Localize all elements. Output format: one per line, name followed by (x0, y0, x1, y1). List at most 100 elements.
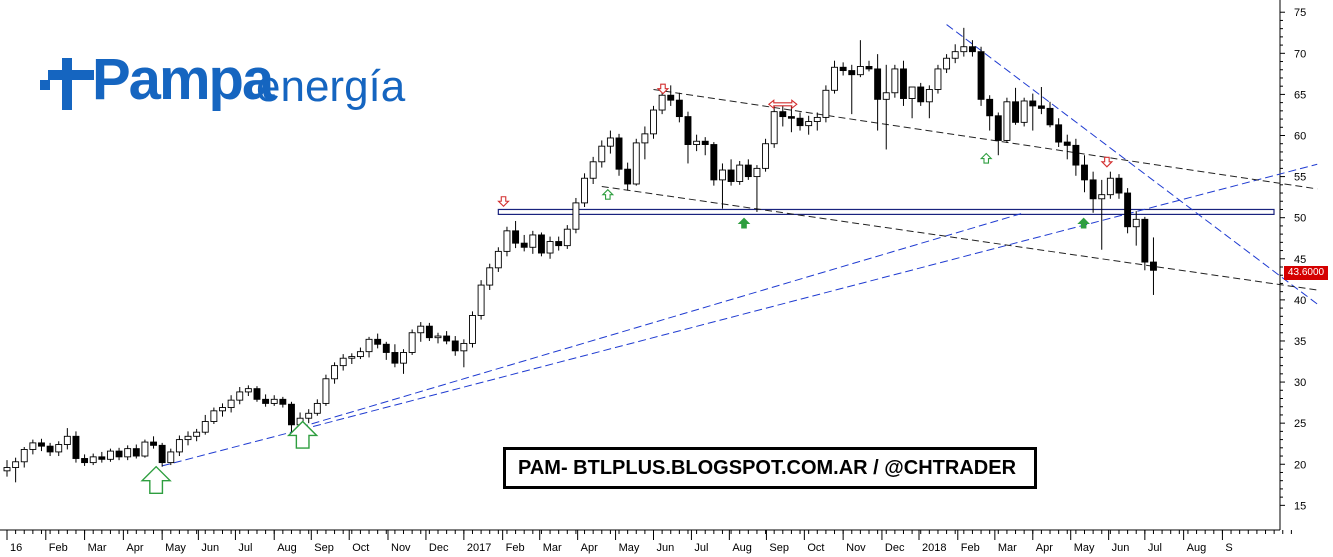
x-tick-label: Feb (49, 542, 68, 554)
candle-body (546, 241, 554, 254)
candle-body (1063, 141, 1071, 146)
buy-arrow-icon (1077, 217, 1090, 229)
candle-body (1055, 124, 1063, 143)
candle-body (503, 230, 511, 252)
candle-body (1046, 107, 1054, 126)
candle-body (589, 161, 597, 179)
buy-arrow-icon (601, 188, 615, 200)
last-price-tag: 43.6000 (1284, 266, 1328, 280)
candle-body (460, 342, 468, 352)
x-tick-label: Oct (807, 542, 824, 554)
candle-body (874, 68, 882, 100)
candle-body (132, 448, 140, 457)
candle-body (38, 442, 45, 447)
candle-body (106, 450, 114, 460)
x-tick-label: Mar (998, 542, 1017, 554)
candle-body (425, 325, 433, 339)
candle-body (994, 115, 1002, 141)
candle-body (494, 250, 502, 269)
candle-body (796, 117, 804, 127)
candle-body (288, 403, 295, 426)
candle-body (486, 267, 494, 286)
candle-body (1115, 177, 1123, 194)
buy-arrow-icon (140, 465, 172, 494)
candle-body (813, 116, 821, 122)
candle-body (891, 68, 899, 94)
y-tick-label: 20 (1294, 459, 1306, 471)
candle-body (598, 145, 606, 163)
candle-body (253, 388, 261, 400)
logo-brand-text: Pampa (92, 47, 274, 112)
y-tick-label: 45 (1294, 254, 1306, 266)
candle-body (20, 449, 28, 463)
x-axis: 16 Feb Mar Apr May Jun Jul Aug Sep Oct Nov Dec 2017 F… (6, 530, 1292, 554)
candle-body (193, 431, 201, 437)
y-tick-label: 70 (1294, 48, 1306, 60)
plot-area (0, 0, 1280, 530)
chart-grid (0, 0, 1281, 531)
candle-body (3, 467, 11, 472)
candle-body (98, 456, 106, 460)
candle-body (1072, 144, 1080, 166)
y-tick-label: 55 (1294, 172, 1306, 184)
trendline (946, 24, 1318, 305)
candle-body (520, 242, 528, 248)
signal-arrows (140, 83, 1114, 494)
candle-body (365, 338, 373, 353)
candle-body (632, 142, 640, 185)
candle-body (348, 356, 356, 359)
candle-body (356, 351, 364, 358)
candle-body (606, 137, 614, 147)
candle-body (710, 144, 718, 181)
candles (3, 27, 1157, 483)
x-tick-label: Nov (391, 542, 411, 554)
candle-body (658, 94, 666, 111)
candle-body (1037, 105, 1045, 109)
candle-body (382, 343, 390, 353)
candle-body (322, 378, 330, 404)
candle-body (469, 315, 476, 344)
x-tick-label: 2018 (922, 542, 946, 554)
candle-body (856, 66, 864, 76)
candle-body (331, 365, 339, 380)
candle-body (227, 399, 235, 408)
candle-body (270, 398, 278, 404)
x-tick-label: Jun (657, 542, 675, 554)
candle-body (124, 448, 132, 458)
candle-body (210, 410, 218, 422)
candle-body (555, 241, 563, 247)
trendline (653, 88, 1318, 190)
x-tick-label: 2017 (467, 542, 491, 554)
candle-body (262, 398, 270, 404)
candle-body (882, 92, 890, 100)
candle-body (977, 51, 985, 100)
candle-body (201, 421, 209, 433)
candle-body (805, 121, 813, 127)
candle-body (72, 435, 80, 459)
candle-body (244, 388, 252, 393)
candle-body (719, 169, 726, 181)
x-tick-label: Mar (543, 542, 562, 554)
candle-body (219, 407, 226, 412)
x-tick-label: Apr (126, 542, 143, 554)
x-tick-label: S (1225, 542, 1232, 554)
candle-body (12, 461, 20, 468)
x-tick-label: Jul (1148, 542, 1162, 554)
candle-body (1132, 218, 1140, 228)
candle-body (572, 202, 580, 230)
candle-body (727, 169, 735, 182)
candle-body (684, 116, 692, 145)
x-tick-label: Mar (88, 542, 107, 554)
candle-body (641, 133, 649, 144)
candle-body (417, 325, 425, 334)
candle-body (986, 98, 994, 117)
candle-body (908, 86, 916, 99)
y-tick-label: 40 (1294, 295, 1306, 307)
company-logo: Pampa energía (40, 47, 420, 120)
x-tick-label: May (1074, 542, 1095, 554)
candle-body (1089, 179, 1097, 200)
candle-body (400, 352, 407, 364)
candle-body (934, 68, 942, 90)
candle-body (675, 99, 683, 118)
